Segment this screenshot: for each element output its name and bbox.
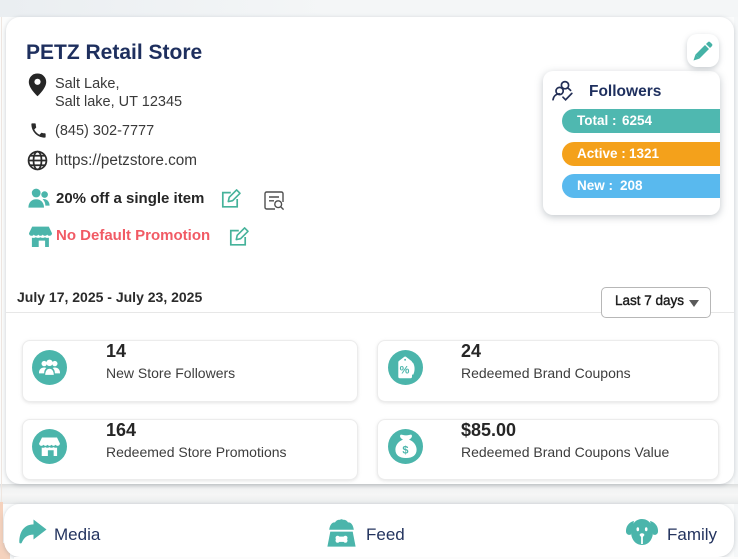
svg-text:$: $ bbox=[402, 444, 408, 456]
svg-text:%: % bbox=[400, 365, 410, 377]
